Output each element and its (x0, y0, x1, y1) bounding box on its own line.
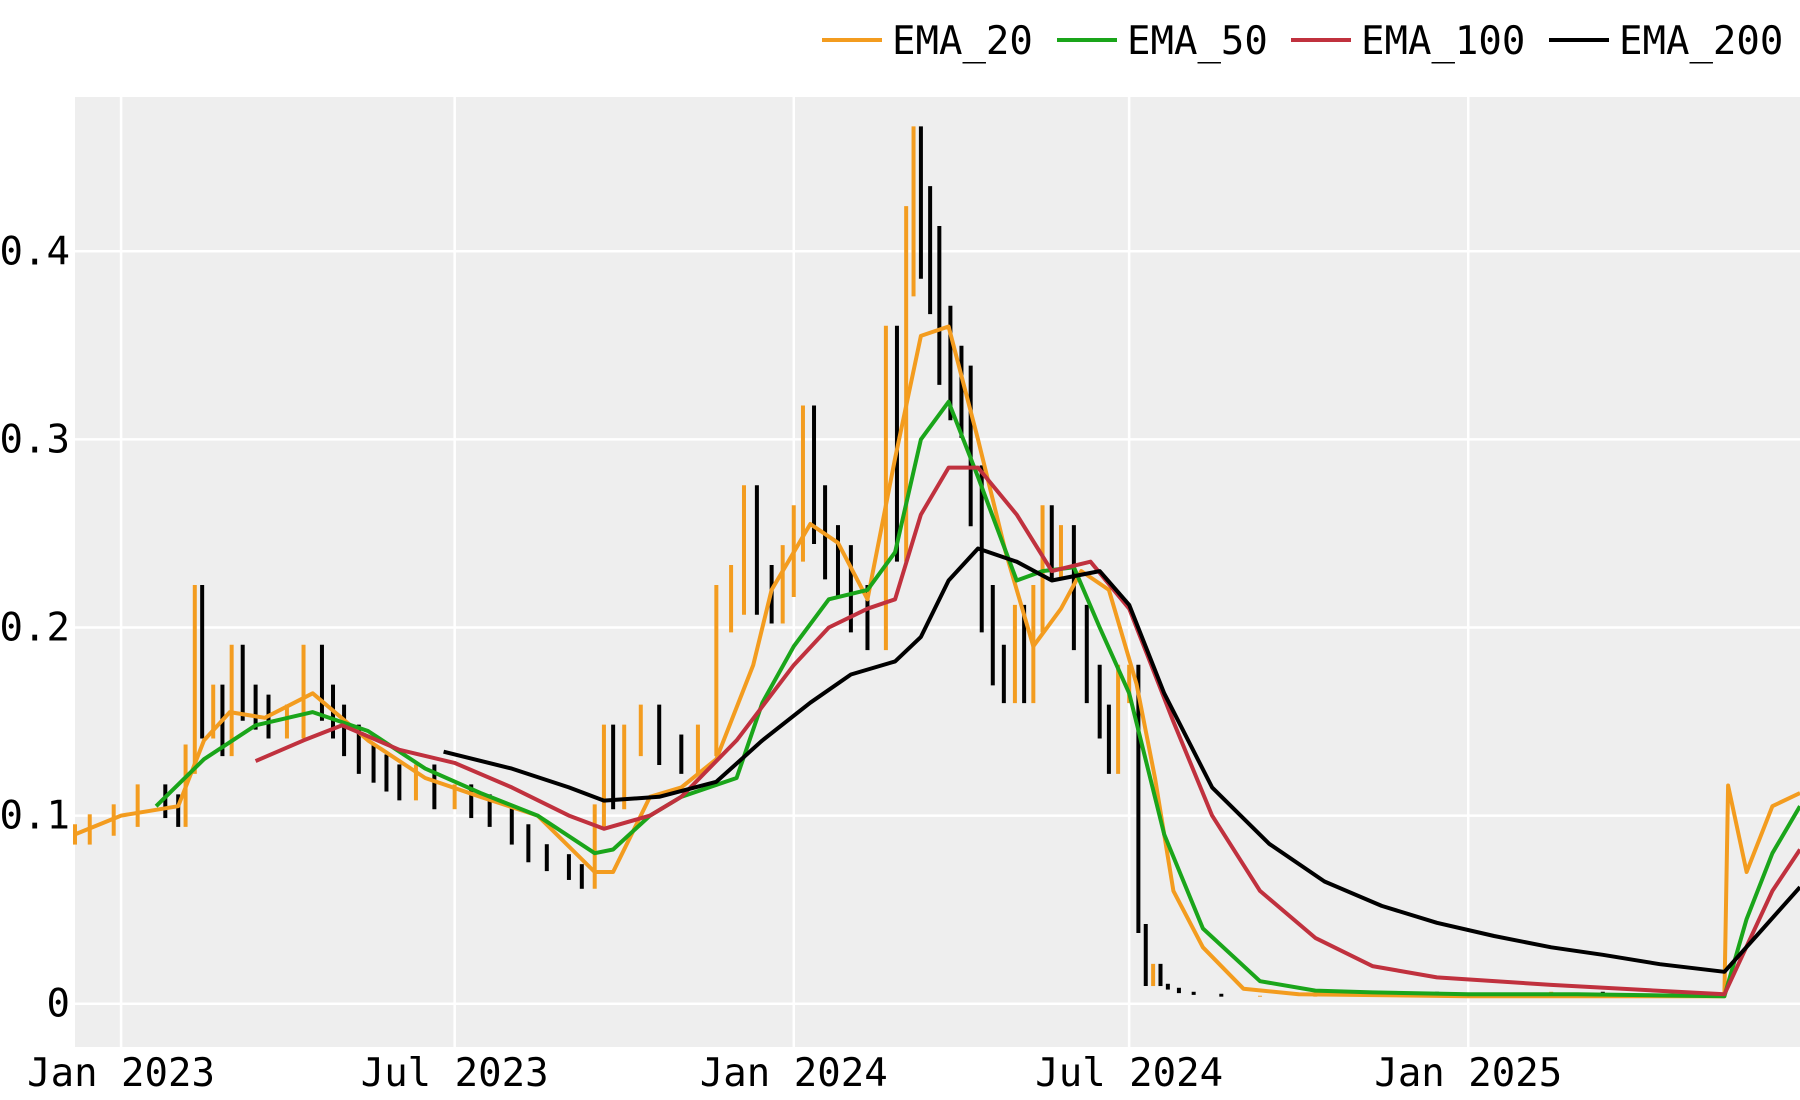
y-axis-ticks: 0 0.1 0.2 0.3 0.4 (0, 229, 70, 1026)
series-line-ema-200 (443, 546, 1800, 974)
legend: EMA_20 EMA_50 EMA_100 EMA_200 (822, 19, 1783, 64)
ema-lines (74, 324, 1800, 999)
series-line-ema-100 (254, 465, 1800, 997)
legend-label-ema-50: EMA_50 (1127, 19, 1268, 64)
x-tick-label: Jan 2023 (27, 1051, 215, 1096)
y-tick-label: 0.4 (0, 229, 70, 274)
y-tick-label: 0.3 (0, 417, 70, 462)
legend-label-ema-100: EMA_100 (1361, 19, 1525, 64)
series-line-ema-20 (74, 324, 1800, 999)
y-tick-label: 0.1 (0, 794, 70, 839)
legend-label-ema-20: EMA_20 (892, 19, 1033, 64)
x-tick-label: Jan 2025 (1374, 1051, 1562, 1096)
y-tick-label: 0.2 (0, 605, 70, 650)
x-tick-label: Jan 2024 (700, 1051, 888, 1096)
x-tick-label: Jul 2024 (1035, 1051, 1223, 1096)
y-tick-label: 0 (47, 982, 70, 1027)
grid (75, 97, 1800, 1047)
series-line-ema-50 (154, 399, 1800, 999)
x-axis-ticks: Jan 2023 Jul 2023 Jan 2024 Jul 2024 Jan 2025 (27, 1051, 1562, 1096)
legend-label-ema-200: EMA_200 (1619, 19, 1783, 64)
x-tick-label: Jul 2023 (361, 1051, 549, 1096)
